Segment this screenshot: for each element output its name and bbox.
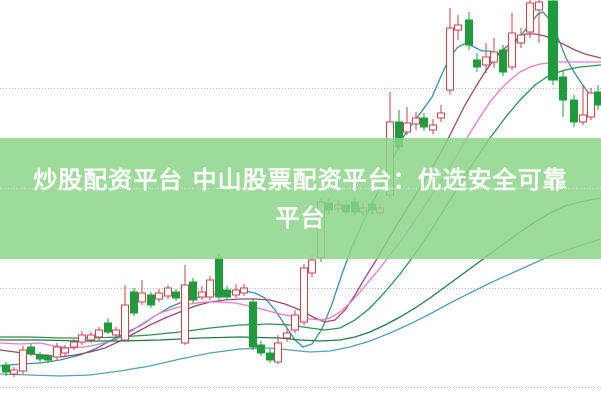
promo-banner-text-line1: 炒股配资平台 中山股票配资平台：优选安全可靠 (33, 165, 568, 194)
promo-banner-text-line2: 平台 (275, 203, 326, 232)
banner-gridline (0, 188, 601, 189)
ma-slow-teal (0, 238, 601, 377)
promo-banner: 炒股配资平台 中山股票配资平台：优选安全可靠 平台 (0, 138, 601, 259)
ma-green-medium (0, 64, 601, 339)
